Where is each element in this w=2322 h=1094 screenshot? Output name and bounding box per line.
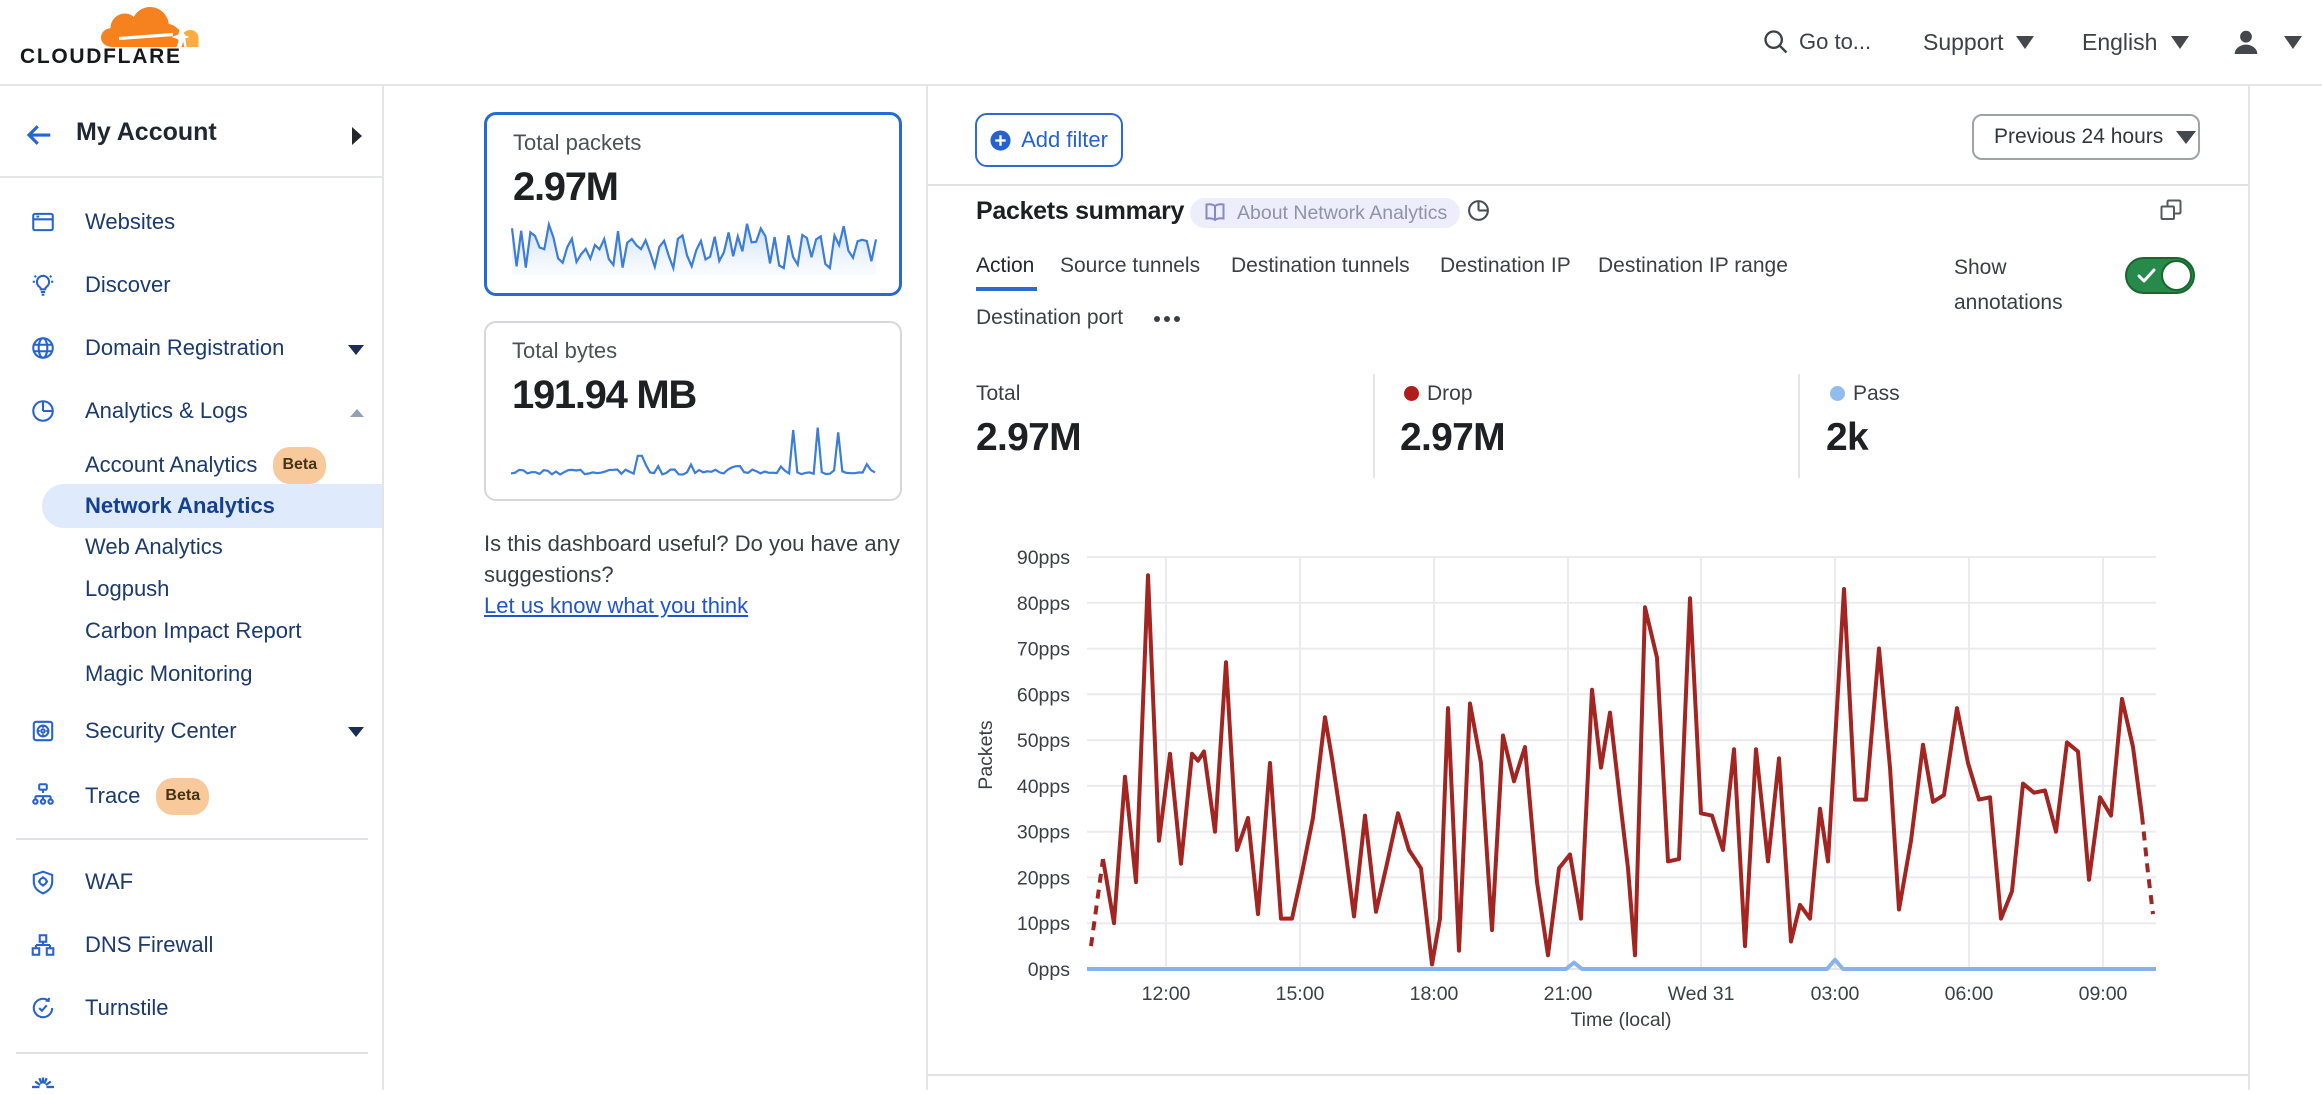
svg-text:10pps: 10pps [1017, 913, 1070, 935]
svg-text:Wed 31: Wed 31 [1668, 983, 1735, 1005]
svg-text:40pps: 40pps [1017, 776, 1070, 798]
svg-text:03:00: 03:00 [1811, 983, 1860, 1005]
svg-text:21:00: 21:00 [1544, 983, 1593, 1005]
svg-text:60pps: 60pps [1017, 684, 1070, 706]
svg-text:20pps: 20pps [1017, 867, 1070, 889]
svg-text:15:00: 15:00 [1276, 983, 1325, 1005]
svg-text:Packets: Packets [975, 720, 997, 790]
svg-text:70pps: 70pps [1017, 639, 1070, 661]
svg-text:Time (local): Time (local) [1570, 1009, 1671, 1031]
svg-text:90pps: 90pps [1017, 547, 1070, 569]
svg-text:0pps: 0pps [1028, 959, 1071, 981]
svg-text:09:00: 09:00 [2079, 983, 2128, 1005]
svg-text:12:00: 12:00 [1142, 983, 1191, 1005]
svg-text:18:00: 18:00 [1410, 983, 1459, 1005]
svg-text:80pps: 80pps [1017, 593, 1070, 615]
svg-text:06:00: 06:00 [1945, 983, 1994, 1005]
svg-text:50pps: 50pps [1017, 730, 1070, 752]
svg-text:30pps: 30pps [1017, 822, 1070, 844]
